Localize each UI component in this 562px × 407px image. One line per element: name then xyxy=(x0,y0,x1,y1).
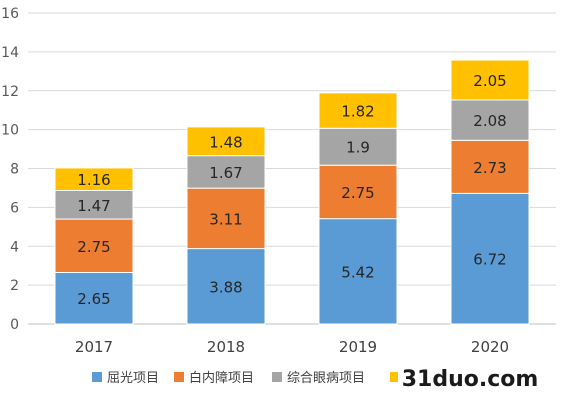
data-label: 1.67 xyxy=(209,164,242,182)
data-label: 1.9 xyxy=(346,139,370,157)
data-label: 1.16 xyxy=(77,171,110,189)
data-label: 6.72 xyxy=(473,251,506,269)
y-tick-label: 10 xyxy=(1,123,19,139)
bar-segment xyxy=(450,192,530,325)
x-tick-label: 2019 xyxy=(339,338,377,356)
y-tick-label: 2 xyxy=(10,278,19,294)
site-watermark: 31duo.com xyxy=(402,367,539,392)
y-tick-label: 6 xyxy=(10,200,19,216)
legend-item: 白内障项目 xyxy=(174,370,254,386)
legend-label: 屈光项目 xyxy=(107,371,159,386)
data-label: 3.11 xyxy=(209,210,242,228)
bar-segment xyxy=(54,167,134,191)
bar-segment xyxy=(450,139,530,194)
data-label: 2.65 xyxy=(77,290,110,308)
legend-swatch xyxy=(272,372,282,382)
bar-segment xyxy=(318,92,398,129)
data-labels: 2.65 2.75 1.47 1.16 3.88 3.11 1.67 1.48 5.42 2.75… xyxy=(77,72,506,308)
x-tick-label: 2017 xyxy=(75,338,113,356)
data-label: 2.73 xyxy=(473,159,506,177)
bars xyxy=(54,59,530,325)
y-tick-label: 12 xyxy=(1,84,19,100)
legend-label: 综合眼病项目 xyxy=(287,371,365,386)
data-label: 5.42 xyxy=(341,263,374,281)
data-label: 1.47 xyxy=(77,197,110,215)
bar-segment xyxy=(186,155,266,189)
legend: 屈光项目 白内障项目 综合眼病项目 xyxy=(92,370,400,386)
legend-swatch xyxy=(390,372,400,382)
legend-swatch xyxy=(174,372,184,382)
data-label: 2.05 xyxy=(473,72,506,90)
data-label: 2.75 xyxy=(341,184,374,202)
bar-segment xyxy=(186,187,266,250)
legend-item xyxy=(390,372,400,382)
bar-segment xyxy=(186,126,266,157)
y-tick-label: 0 xyxy=(10,317,19,333)
x-tick-label: 2020 xyxy=(471,338,509,356)
y-tick-label: 4 xyxy=(10,239,19,255)
bar-segment xyxy=(318,218,398,325)
bar-segment xyxy=(450,59,530,101)
y-tick-label: 14 xyxy=(1,45,19,61)
data-label: 1.48 xyxy=(209,133,242,151)
x-axis-ticks: 2017 2018 2019 2020 xyxy=(75,338,509,356)
data-label: 1.82 xyxy=(341,103,374,121)
y-tick-label: 16 xyxy=(1,6,19,22)
watermark-backdrop xyxy=(398,366,548,394)
legend-swatch xyxy=(92,372,102,382)
bar-segment xyxy=(318,127,398,166)
legend-item: 屈光项目 xyxy=(92,371,159,386)
data-label: 3.88 xyxy=(209,278,242,296)
y-axis-ticks: 0 2 4 6 8 10 12 14 16 xyxy=(1,6,19,333)
x-tick-label: 2018 xyxy=(207,338,245,356)
bar-segment xyxy=(450,99,530,141)
y-tick-label: 8 xyxy=(10,162,19,178)
bar-segment xyxy=(54,218,134,273)
data-label: 2.08 xyxy=(473,112,506,130)
legend-item: 综合眼病项目 xyxy=(272,371,365,386)
data-label: 2.75 xyxy=(77,238,110,256)
legend-label: 白内障项目 xyxy=(189,370,254,386)
bar-segment xyxy=(54,271,134,325)
